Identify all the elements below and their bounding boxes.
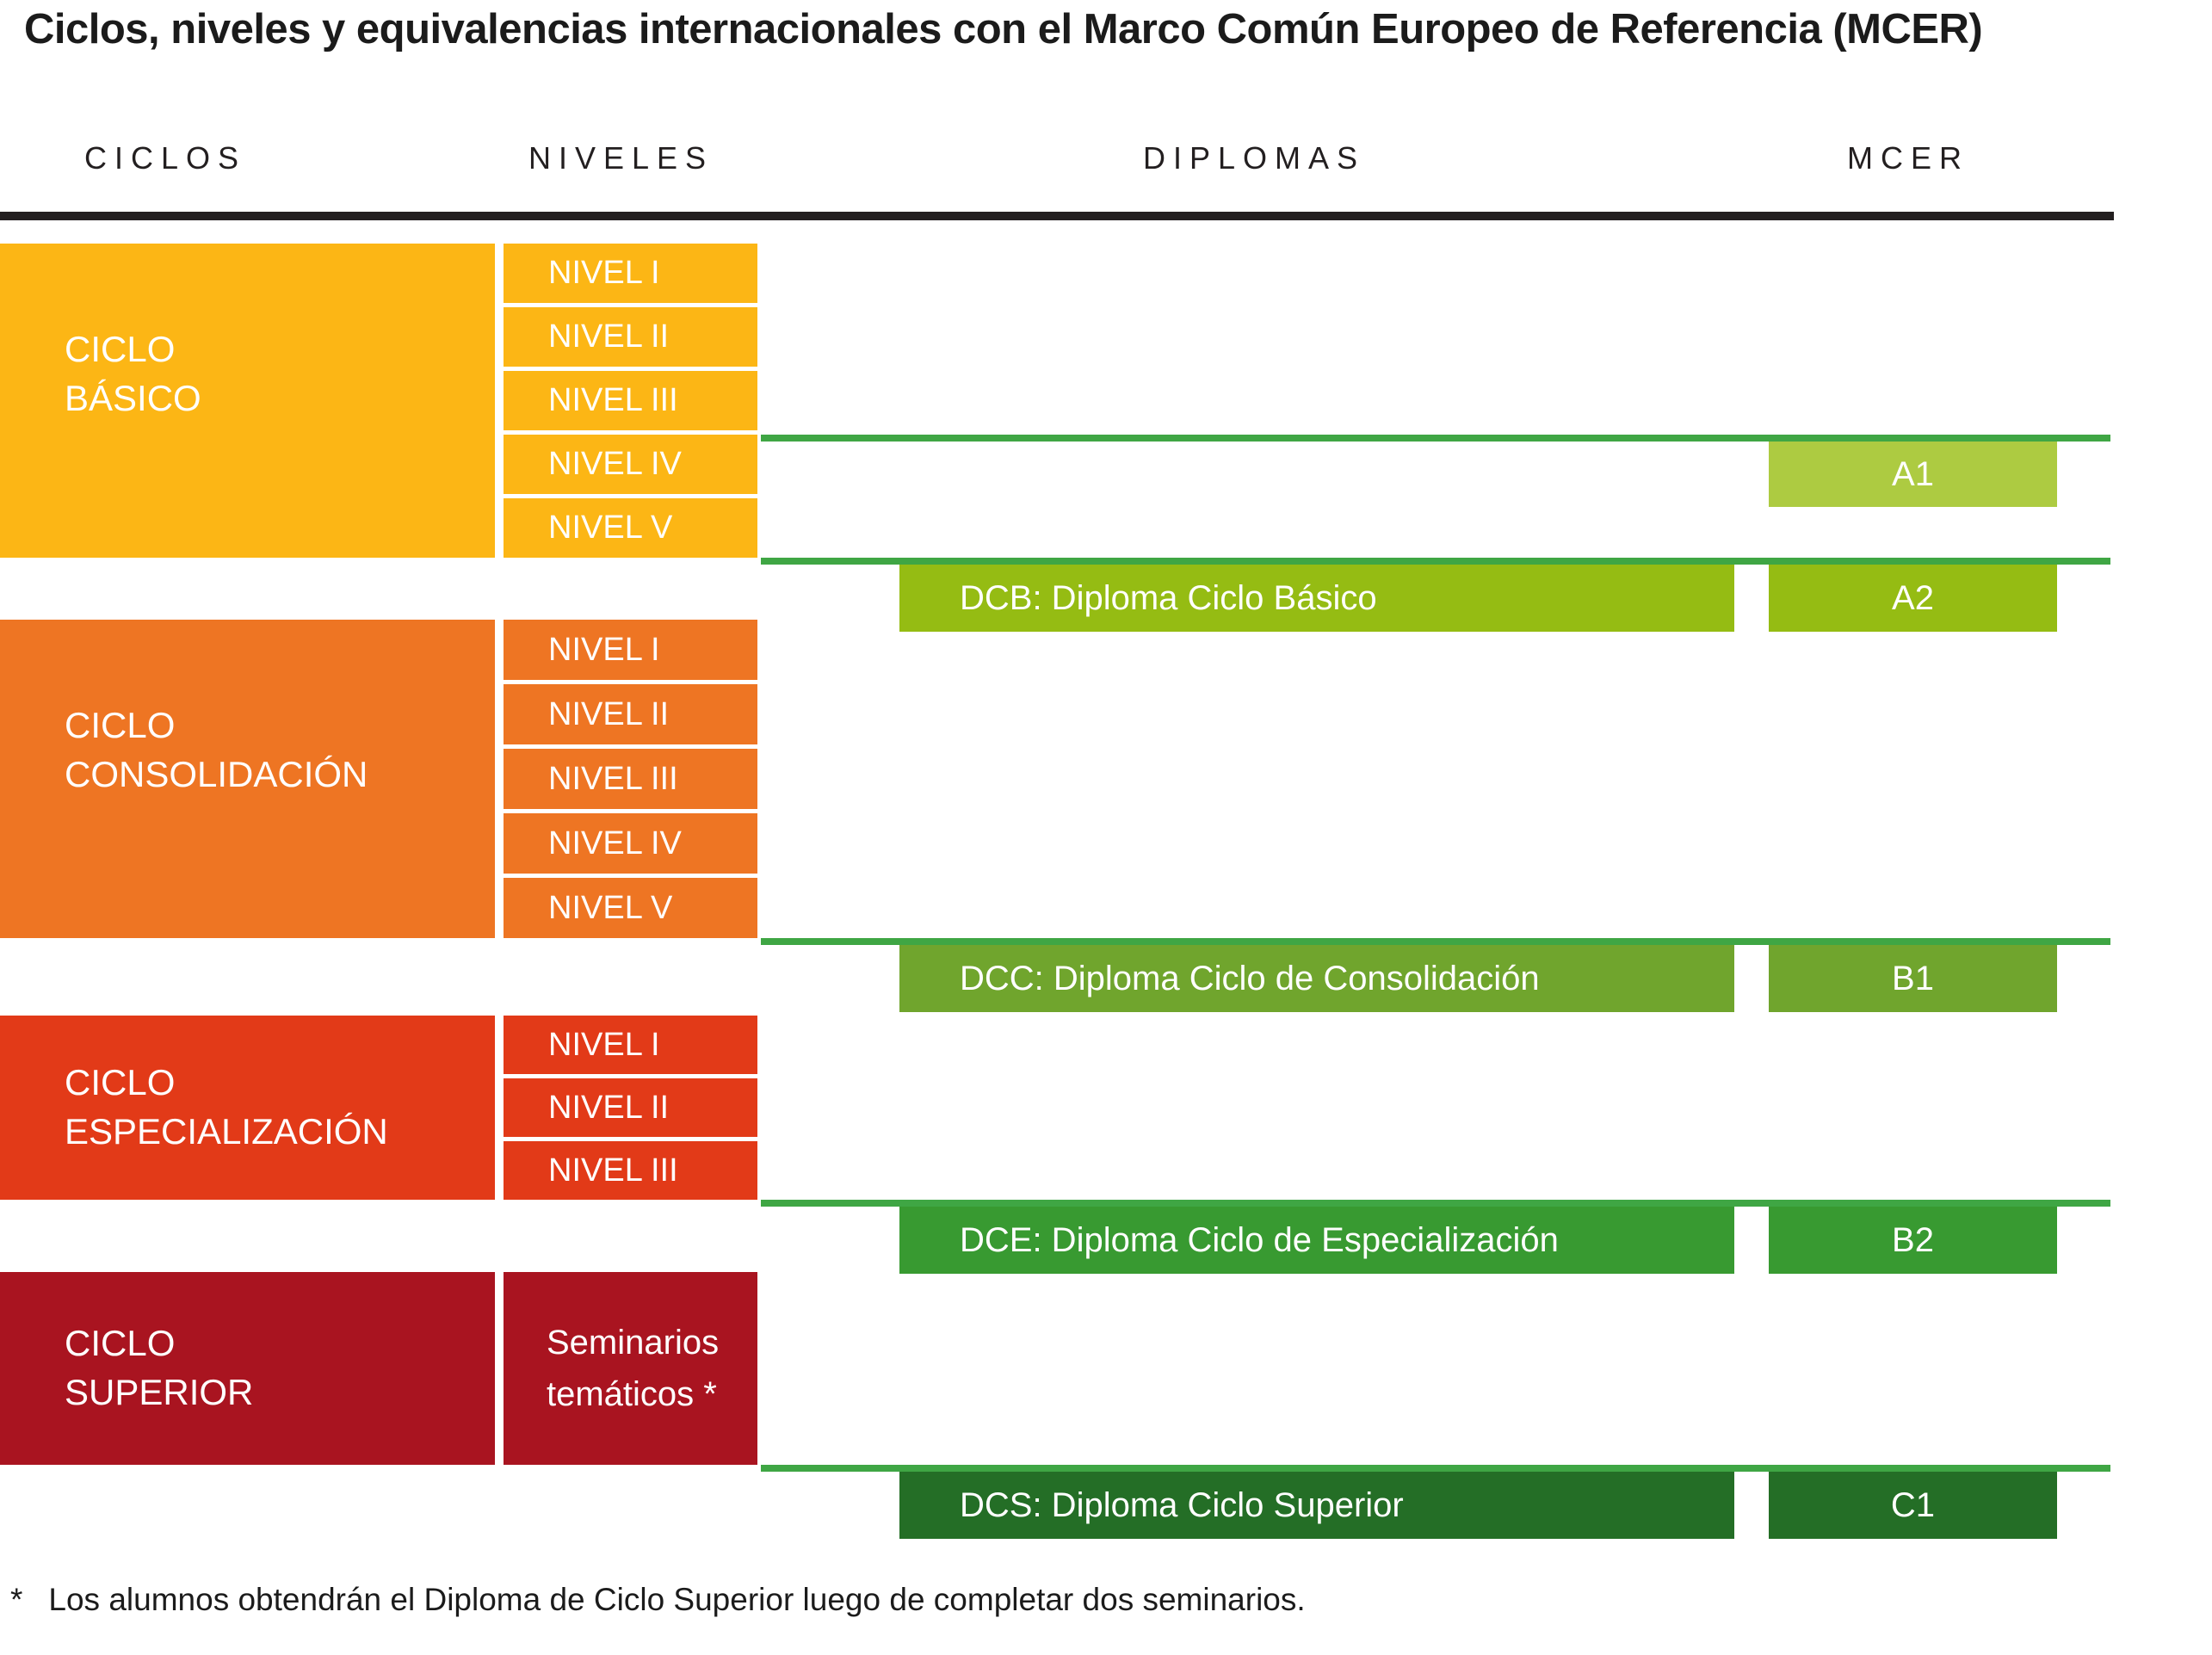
- seminars-label-line: Seminarios: [547, 1324, 720, 1362]
- diploma-dcs: DCS: Diploma Ciclo Superior: [899, 1472, 1734, 1539]
- cycle-block-consolidacion: CICLO CONSOLIDACIÓN: [0, 620, 495, 938]
- cycle-label-line: SUPERIOR: [65, 1372, 254, 1412]
- level-item: NIVEL II: [504, 307, 757, 367]
- connector-line-b2: [761, 1200, 2110, 1207]
- diploma-dcc: DCC: Diploma Ciclo de Consolidación: [899, 945, 1734, 1012]
- cycle-block-especializacion: CICLO ESPECIALIZACIÓN: [0, 1016, 495, 1200]
- connector-line-a2: [761, 558, 2110, 565]
- footnote: * Los alumnos obtendrán el Diploma de Ci…: [10, 1582, 2076, 1618]
- seminars-label-line: temáticos *: [547, 1375, 717, 1413]
- column-header-ciclos: CICLOS: [84, 140, 247, 176]
- level-item: NIVEL I: [504, 1016, 757, 1074]
- cycle-label-line: CICLO: [65, 1062, 176, 1103]
- cycle-label-line: BÁSICO: [65, 377, 201, 418]
- seminars-block: Seminarios temáticos *: [504, 1272, 757, 1465]
- levels-basico: NIVEL I NIVEL II NIVEL III NIVEL IV NIVE…: [504, 244, 757, 558]
- level-item: NIVEL III: [504, 371, 757, 430]
- page-title: Ciclos, niveles y equivalencias internac…: [24, 6, 1983, 52]
- connector-line-c1: [761, 1465, 2110, 1472]
- cycle-label-line: CONSOLIDACIÓN: [65, 753, 368, 794]
- cycle-label-line: ESPECIALIZACIÓN: [65, 1111, 388, 1152]
- mcer-badge-c1: C1: [1769, 1472, 2057, 1539]
- level-item: NIVEL V: [504, 498, 757, 558]
- level-item: NIVEL I: [504, 244, 757, 303]
- cycle-label-line: CICLO: [65, 329, 176, 369]
- levels-especializacion: NIVEL I NIVEL II NIVEL III: [504, 1016, 757, 1200]
- footnote-text: Los alumnos obtendrán el Diploma de Cicl…: [48, 1582, 1306, 1617]
- diploma-dcb: DCB: Diploma Ciclo Básico: [899, 565, 1734, 632]
- connector-line-b1: [761, 938, 2110, 945]
- level-item: NIVEL II: [504, 1078, 757, 1137]
- cycle-label-line: CICLO: [65, 705, 176, 745]
- cycle-block-basico: CICLO BÁSICO: [0, 244, 495, 558]
- mcer-badge-b1: B1: [1769, 945, 2057, 1012]
- mcer-badge-a1: A1: [1769, 442, 2057, 507]
- level-item: NIVEL V: [504, 878, 757, 938]
- mcer-badge-a2: A2: [1769, 565, 2057, 632]
- column-header-diplomas: DIPLOMAS: [1143, 140, 1366, 176]
- cycle-block-superior: CICLO SUPERIOR: [0, 1272, 495, 1465]
- level-item: NIVEL II: [504, 684, 757, 744]
- header-divider-rule: [0, 212, 2114, 220]
- connector-line-a1: [761, 435, 2110, 442]
- diploma-dce: DCE: Diploma Ciclo de Especialización: [899, 1207, 1734, 1274]
- column-header-mcer: MCER: [1847, 140, 1969, 176]
- level-item: NIVEL IV: [504, 813, 757, 874]
- footnote-asterisk: *: [10, 1582, 23, 1617]
- level-item: NIVEL IV: [504, 435, 757, 494]
- level-item: NIVEL III: [504, 1141, 757, 1200]
- column-header-niveles: NIVELES: [528, 140, 714, 176]
- level-item: NIVEL I: [504, 620, 757, 680]
- level-item: NIVEL III: [504, 749, 757, 809]
- levels-consolidacion: NIVEL I NIVEL II NIVEL III NIVEL IV NIVE…: [504, 620, 757, 938]
- cycle-label-line: CICLO: [65, 1323, 176, 1364]
- mcer-badge-b2: B2: [1769, 1207, 2057, 1274]
